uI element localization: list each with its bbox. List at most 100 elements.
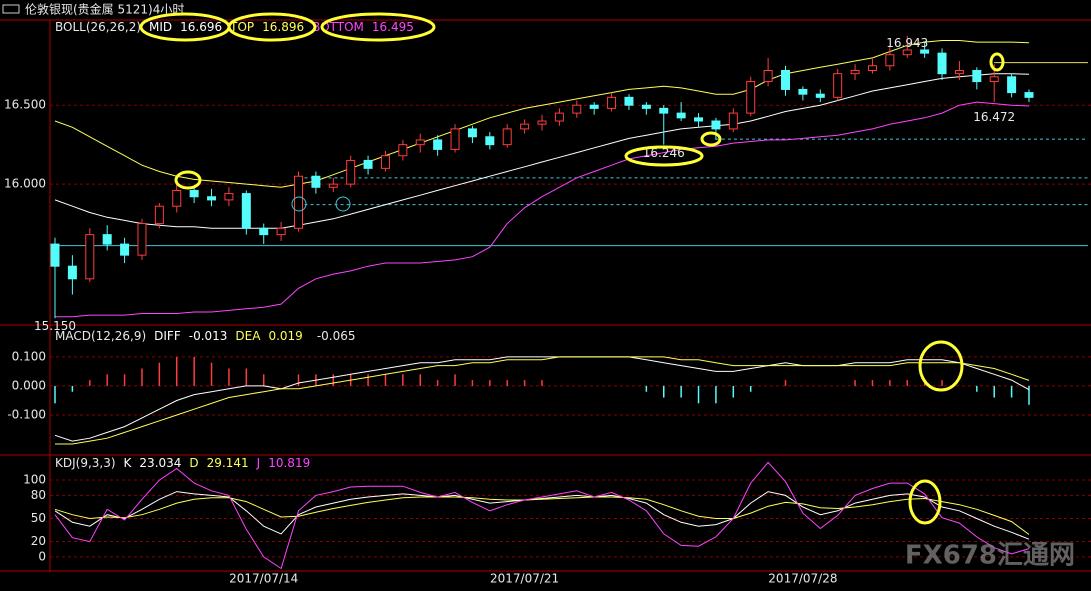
candle-body [624,96,634,106]
series-line [54,491,1030,540]
candle-body [937,52,947,75]
candle-body [207,196,217,201]
candle-body [363,159,373,169]
candle-body [589,104,599,109]
candle-body [902,49,912,56]
candle-body [415,139,425,146]
y-tick-label: 20 [31,534,46,548]
highlight [700,131,722,147]
candle-body [676,112,686,119]
series-line [55,101,1030,318]
legend-value: 16.896 [262,20,304,34]
y-tick-label: 100 [23,473,46,487]
indicator-name: KDJ(9,3,3) [55,456,116,470]
y-tick-label: -0.100 [7,407,46,421]
legend-value: 16.495 [372,20,414,34]
series-line [54,461,1030,570]
highlight [624,145,704,167]
candle-body [1024,92,1034,98]
candle-body [189,189,199,198]
y-tick-label: 0.000 [12,378,46,392]
candle-body [102,234,112,245]
candle-body [572,104,582,114]
price-annotation: 16.943 [886,36,928,50]
candle-body [972,70,982,83]
series-line [55,356,1030,445]
candle-body [172,189,182,207]
price-annotation: 16.246 [643,146,685,160]
highlight [174,170,202,190]
watermark: FX678汇通网 [905,541,1075,571]
legend-name: TOP [229,20,254,34]
indicator-name: BOLL(26,26,2) [55,20,141,34]
candle-body [885,54,895,67]
series-line [54,73,1030,229]
candle-body [485,136,495,146]
x-tick-label: 2017/07/28 [768,572,837,586]
candle-body [833,73,843,98]
highlight [908,479,942,525]
candle-body [607,96,617,109]
candle-body [328,183,338,188]
legend-name: BOTTOM [312,20,364,34]
highlight [989,52,1005,72]
candle-body [711,120,721,130]
series-line [54,356,1030,442]
y-tick-label: 0 [38,549,46,563]
price-annotation: 15.150 [34,319,76,333]
candle-body [467,128,477,138]
candle-body [798,88,808,95]
candle-body [502,128,512,146]
window-icon [2,4,20,14]
candle-body [346,159,356,185]
candle-body [537,120,547,125]
y-tick-label: 80 [31,488,46,502]
candle-body [850,70,860,75]
x-tick-label: 2017/07/21 [490,572,559,586]
candle-body [450,128,460,150]
legend-value: 0.019 [268,329,302,343]
candle-body [398,144,408,157]
series-line [54,40,1030,188]
highlights [139,12,1005,525]
candle-body [728,112,738,130]
candle-body [154,205,164,225]
candle-body [380,155,390,169]
highlight [227,12,317,42]
marker-circle [335,196,351,212]
indicator-legend: MACD(12,26,9) DIFF -0.013 DEA 0.019 -0.065 [55,329,356,343]
highlight [918,340,964,392]
indicator-legend: BOLL(26,26,2) MID 16.696 TOP 16.896 BOTTOM 16.… [55,20,414,34]
candle-body [137,223,147,256]
y-tick-label: 50 [31,511,46,525]
candle-body [781,70,790,90]
candle-body [67,265,77,280]
candle-body [120,243,130,256]
legend-name: K [124,456,133,470]
legend-name: DEA [235,329,261,343]
candle-body [241,193,251,229]
candle-body [989,76,999,83]
series-line [54,496,1030,535]
candle-body [276,227,286,236]
legend-name: J [256,456,261,470]
candle-body [259,227,269,236]
candle-body [520,123,530,130]
window-title: 伦敦银现(贵金属 5121)4小时 [25,2,184,17]
candle-body [294,175,303,229]
y-tick-label: 16.500 [4,98,46,112]
legend-value: 23.034 [139,456,181,470]
candle-body [694,117,704,122]
legend-value: 10.819 [268,456,310,470]
legend-name: MID [149,20,172,34]
y-tick-label: 16.000 [4,177,46,191]
x-tick-label: 2017/07/14 [229,572,298,586]
candle-body [224,193,234,201]
candle-body [311,175,321,188]
candle-body [954,70,964,75]
legend-name: D [189,456,198,470]
candle-body [867,65,877,71]
legend-value: 29.141 [207,456,249,470]
legend-value: 16.696 [180,20,222,34]
